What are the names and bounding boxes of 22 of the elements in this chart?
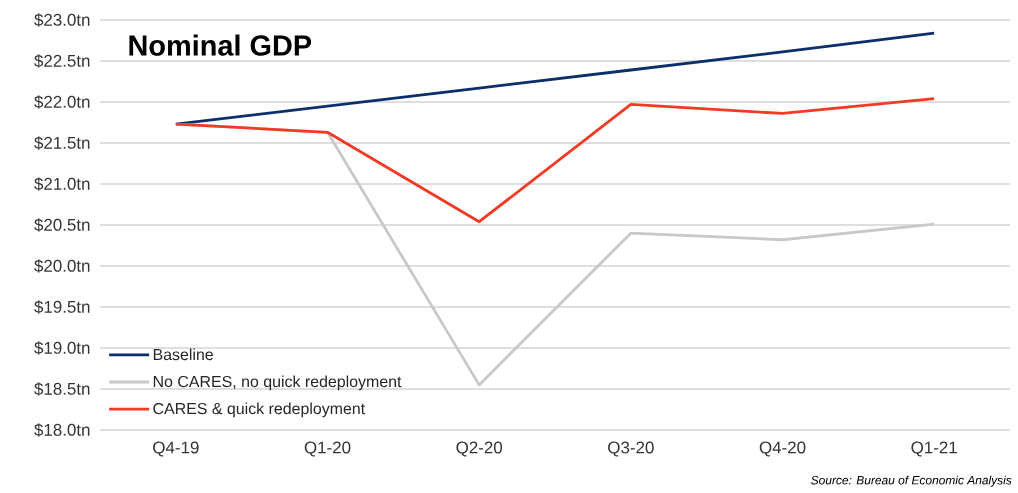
y-tick-label: $20.0tn [34,259,90,273]
y-tick-label: $23.0tn [34,13,90,27]
y-tick-label: $22.5tn [34,54,90,68]
legend-label: No CARES, no quick redeployment [153,375,402,391]
y-tick-label: $20.5tn [34,218,90,232]
x-tick-label: Q3-20 [608,441,654,457]
legend-label: Baseline [153,348,213,361]
chart-title: Nominal GDP [129,34,312,56]
x-tick-label: Q1-20 [304,441,351,457]
y-tick-label: $22.0tn [34,95,90,109]
x-tick-label: Q1-21 [911,441,957,457]
y-tick-label: $21.0tn [34,177,90,191]
y-tick-label: $18.5tn [34,382,90,396]
y-tick-label: $18.0tn [34,423,90,437]
y-tick-label: $19.0tn [34,341,90,355]
x-tick-label: Q4-19 [153,441,199,457]
y-tick-label: $19.5tn [34,300,90,314]
y-tick-label: $21.5tn [34,136,90,150]
source-note: Source: Bureau of Economic Analysis [811,475,1012,487]
x-tick-label: Q2-20 [456,441,503,457]
legend-label: CARES & quick redeployment [153,402,366,418]
x-tick-label: Q4-20 [759,441,806,457]
